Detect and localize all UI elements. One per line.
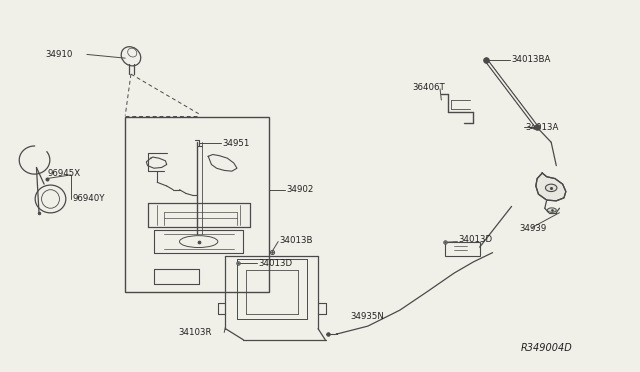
Ellipse shape [545,184,557,192]
Text: 96940Y: 96940Y [72,194,105,203]
Text: 34013A: 34013A [525,123,559,132]
Text: 34902: 34902 [286,185,314,194]
Text: 34013B: 34013B [280,236,313,246]
Text: 34013D: 34013D [259,259,293,267]
Bar [445,241,479,256]
Polygon shape [536,173,566,201]
Text: 34103R: 34103R [178,328,212,337]
Text: 34013BA: 34013BA [511,55,551,64]
Text: 34935N: 34935N [351,312,385,321]
Text: 36406T: 36406T [413,83,445,92]
Text: 96945X: 96945X [48,169,81,177]
Text: 34013D: 34013D [459,235,493,244]
Ellipse shape [547,208,556,212]
Text: 34939: 34939 [519,224,547,233]
Text: 34910: 34910 [45,50,73,59]
Bar [125,118,269,292]
Text: R349004D: R349004D [520,343,572,353]
Text: 34951: 34951 [222,138,250,148]
